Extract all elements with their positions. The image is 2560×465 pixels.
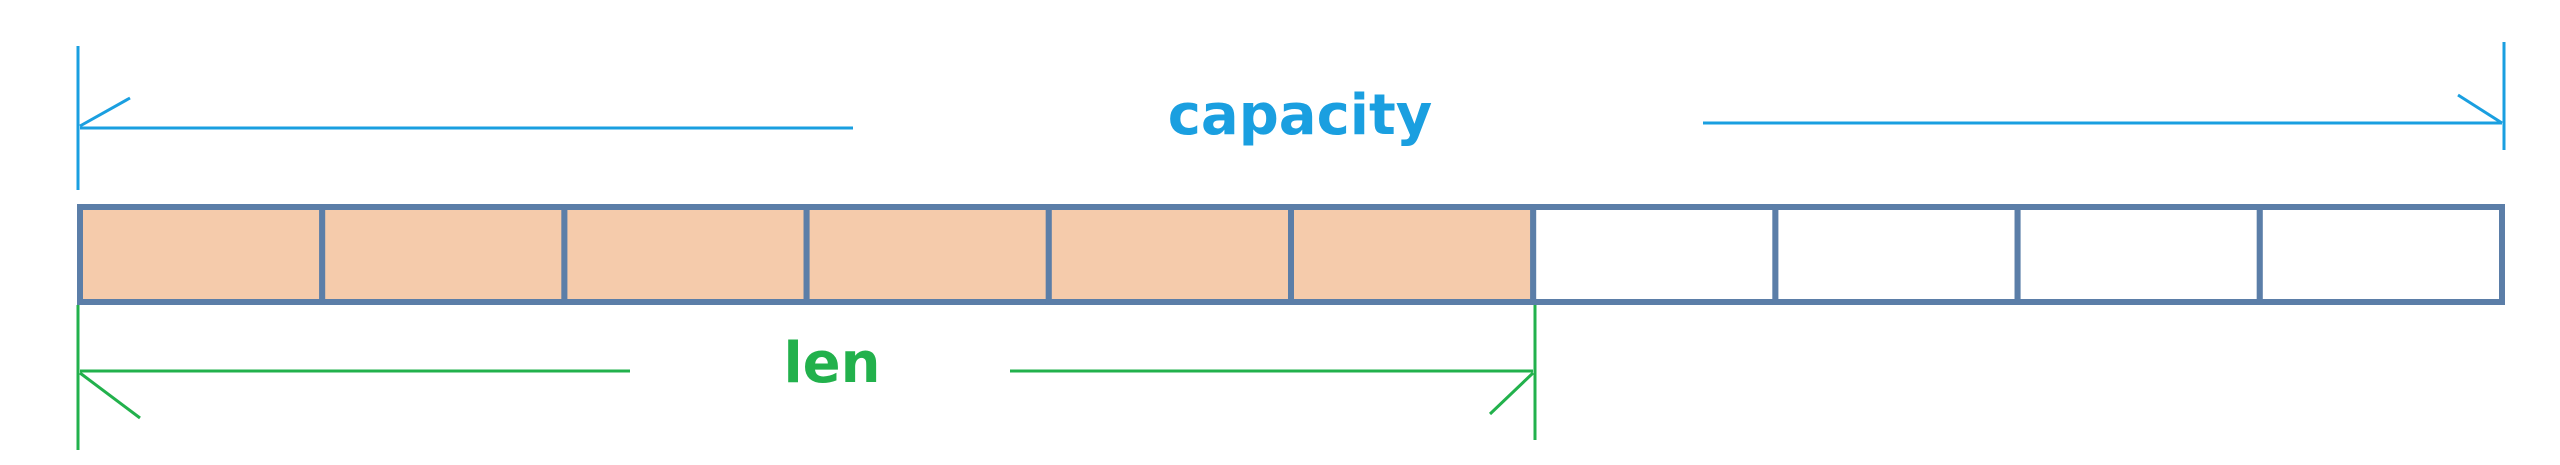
capacity-dimension: capacity	[76, 42, 2506, 190]
len-left-arrowhead	[79, 371, 141, 420]
empty-cell	[1530, 204, 1779, 305]
filled-cell	[1288, 204, 1537, 305]
filled-cell	[77, 204, 326, 305]
len-dimension: len	[76, 305, 1537, 450]
filled-cell	[561, 204, 810, 305]
capacity-right-arrowhead	[2457, 93, 2503, 125]
capacity-left-arrowhead	[79, 96, 131, 128]
empty-cell	[1772, 204, 2021, 305]
filled-cell	[319, 204, 568, 305]
empty-cell	[2256, 204, 2506, 305]
filled-cell	[1045, 204, 1295, 305]
slice-cells	[77, 204, 2506, 305]
empty-cell	[2014, 204, 2263, 305]
len-label: len	[783, 331, 880, 396]
filled-cell	[803, 204, 1052, 305]
len-right-arrowhead	[1488, 371, 1535, 416]
capacity-label: capacity	[1168, 83, 1433, 148]
